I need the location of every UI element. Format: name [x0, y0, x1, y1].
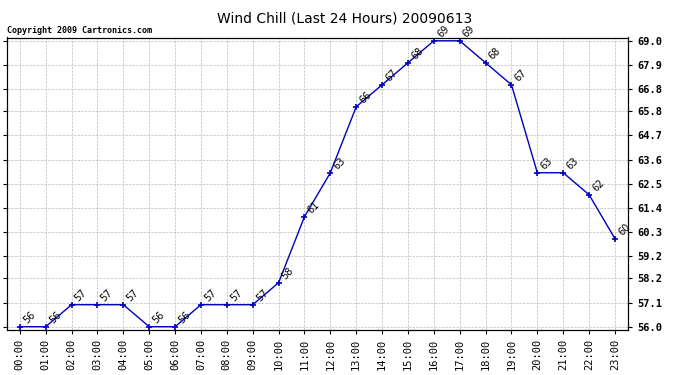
Text: 57: 57	[99, 287, 115, 303]
Text: 56: 56	[21, 309, 37, 325]
Text: 60: 60	[616, 222, 632, 237]
Text: 61: 61	[306, 200, 322, 215]
Text: 68: 68	[409, 46, 425, 62]
Text: 57: 57	[228, 287, 244, 303]
Text: 56: 56	[150, 309, 166, 325]
Text: Copyright 2009 Cartronics.com: Copyright 2009 Cartronics.com	[7, 26, 152, 34]
Text: 63: 63	[332, 156, 348, 171]
Text: 68: 68	[487, 46, 503, 62]
Text: 56: 56	[177, 309, 193, 325]
Text: 56: 56	[47, 309, 63, 325]
Text: Wind Chill (Last 24 Hours) 20090613: Wind Chill (Last 24 Hours) 20090613	[217, 11, 473, 25]
Text: 63: 63	[564, 156, 580, 171]
Text: 62: 62	[591, 177, 607, 194]
Text: 58: 58	[280, 266, 296, 281]
Text: 63: 63	[539, 156, 555, 171]
Text: 69: 69	[461, 24, 477, 39]
Text: 57: 57	[125, 287, 141, 303]
Text: 67: 67	[513, 68, 529, 83]
Text: 57: 57	[202, 287, 218, 303]
Text: 67: 67	[384, 68, 400, 83]
Text: 69: 69	[435, 24, 451, 39]
Text: 57: 57	[73, 287, 89, 303]
Text: 66: 66	[357, 90, 373, 105]
Text: 57: 57	[254, 287, 270, 303]
